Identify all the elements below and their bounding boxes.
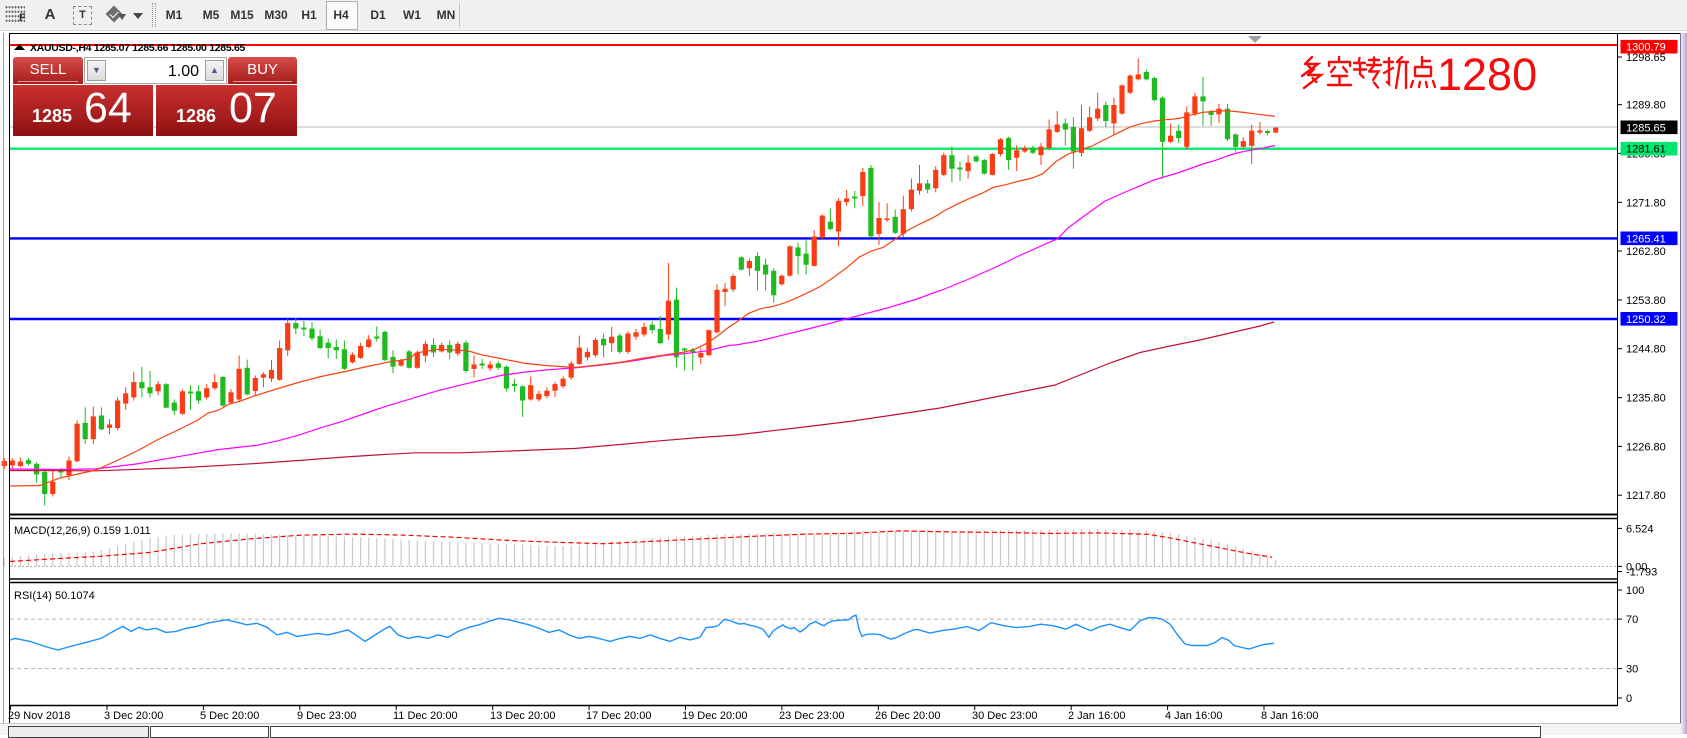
svg-text:1262.80: 1262.80 [1626,246,1666,258]
svg-text:1244.80: 1244.80 [1626,344,1666,356]
svg-text:0: 0 [1626,693,1632,705]
svg-text:1298.65: 1298.65 [1626,52,1666,64]
svg-text:1265.41: 1265.41 [1626,233,1666,245]
svg-text:1300.79: 1300.79 [1626,42,1666,54]
svg-text:8 Jan 16:00: 8 Jan 16:00 [1261,710,1319,722]
svg-text:30: 30 [1626,664,1638,676]
svg-text:1226.80: 1226.80 [1626,441,1666,453]
svg-text:1217.80: 1217.80 [1626,490,1666,502]
svg-text:1235.80: 1235.80 [1626,393,1666,405]
svg-text:1289.80: 1289.80 [1626,100,1666,112]
svg-text:1250.32: 1250.32 [1626,314,1666,326]
svg-text:3 Dec 20:00: 3 Dec 20:00 [104,710,163,722]
svg-text:23 Dec 23:00: 23 Dec 23:00 [779,710,844,722]
svg-text:6.524: 6.524 [1626,523,1654,535]
svg-text:30 Dec 23:00: 30 Dec 23:00 [972,710,1037,722]
svg-text:1253.80: 1253.80 [1626,295,1666,307]
svg-text:1285.65: 1285.65 [1626,122,1666,134]
svg-text:17 Dec 20:00: 17 Dec 20:00 [586,710,651,722]
svg-text:0.00: 0.00 [1626,561,1647,573]
svg-text:XAUUSD-,H4 1285.07 1285.66 12: XAUUSD-,H4 1285.07 1285.66 1285.00 1285.… [30,42,246,54]
svg-text:1271.80: 1271.80 [1626,197,1666,209]
svg-text:70: 70 [1626,614,1638,626]
svg-text:MACD(12,26,9) 0.159 1.011: MACD(12,26,9) 0.159 1.011 [14,525,151,537]
svg-text:29 Nov 2018: 29 Nov 2018 [8,710,70,722]
svg-text:13 Dec 20:00: 13 Dec 20:00 [490,710,555,722]
svg-text:19 Dec 20:00: 19 Dec 20:00 [682,710,747,722]
svg-text:RSI(14) 50.1074: RSI(14) 50.1074 [14,590,95,602]
svg-text:1281.61: 1281.61 [1626,144,1666,156]
svg-text:100: 100 [1626,585,1644,597]
svg-text:2 Jan 16:00: 2 Jan 16:00 [1068,710,1126,722]
svg-text:9 Dec 23:00: 9 Dec 23:00 [297,710,356,722]
svg-text:26 Dec 20:00: 26 Dec 20:00 [875,710,940,722]
svg-text:5 Dec 20:00: 5 Dec 20:00 [200,710,259,722]
svg-text:11 Dec 20:00: 11 Dec 20:00 [393,710,458,722]
svg-text:-1.793: -1.793 [1626,567,1657,579]
svg-text:1280: 1280 [1437,49,1537,100]
svg-text:4 Jan 16:00: 4 Jan 16:00 [1165,710,1223,722]
